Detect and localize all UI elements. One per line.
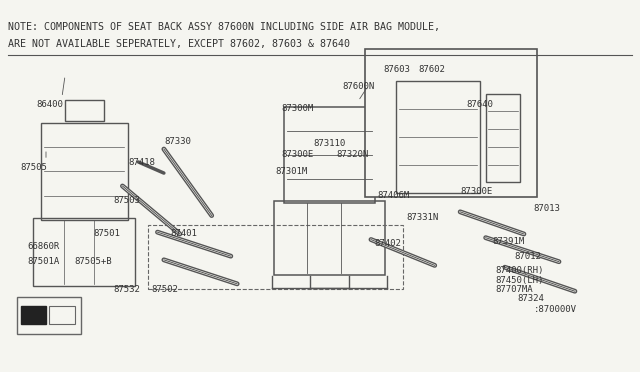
Text: 87505: 87505	[20, 163, 47, 172]
Text: 66860R: 66860R	[27, 243, 59, 251]
Text: 87331N: 87331N	[406, 213, 438, 222]
Text: 87450(LH): 87450(LH)	[495, 276, 543, 285]
Text: :870000V: :870000V	[534, 305, 577, 314]
Text: 87400(RH): 87400(RH)	[495, 266, 543, 275]
Text: 87502: 87502	[151, 285, 178, 294]
Text: 87602: 87602	[419, 65, 445, 74]
Text: 87330: 87330	[164, 137, 191, 146]
Text: 87012: 87012	[515, 251, 541, 261]
Text: 87013: 87013	[534, 203, 561, 213]
Text: 87707MA: 87707MA	[495, 285, 533, 294]
Bar	[365, 49, 537, 197]
Text: 87501: 87501	[94, 230, 121, 238]
Text: NOTE: COMPONENTS OF SEAT BACK ASSY 87600N INCLUDING SIDE AIR BAG MODULE,: NOTE: COMPONENTS OF SEAT BACK ASSY 87600…	[8, 22, 440, 32]
Text: 87300E: 87300E	[282, 150, 314, 159]
Text: 86400: 86400	[36, 100, 63, 109]
Text: 87418: 87418	[129, 157, 156, 167]
Text: 87505+B: 87505+B	[75, 257, 112, 266]
Text: 87503: 87503	[113, 196, 140, 205]
Text: 87300E: 87300E	[460, 187, 492, 196]
Text: 87501A: 87501A	[27, 257, 59, 266]
Text: 87600N: 87600N	[342, 82, 374, 91]
Bar	[17, 297, 81, 334]
Bar	[20, 306, 46, 324]
Text: 87640: 87640	[467, 100, 493, 109]
Bar	[148, 225, 403, 289]
Text: 87391M: 87391M	[492, 237, 524, 246]
Text: 87300M: 87300M	[282, 104, 314, 113]
Text: 87324: 87324	[518, 294, 545, 303]
Text: 87301M: 87301M	[275, 167, 308, 176]
Text: 873110: 873110	[314, 139, 346, 148]
Text: ARE NOT AVAILABLE SEPERATELY, EXCEPT 87602, 87603 & 87640: ARE NOT AVAILABLE SEPERATELY, EXCEPT 876…	[8, 39, 350, 49]
Text: 87402: 87402	[374, 239, 401, 248]
Text: 87406M: 87406M	[378, 191, 410, 200]
Bar	[49, 306, 75, 324]
Text: 87401: 87401	[170, 230, 197, 238]
Text: 87532: 87532	[113, 285, 140, 294]
Text: 87320N: 87320N	[336, 150, 368, 159]
Text: 87603: 87603	[384, 65, 411, 74]
